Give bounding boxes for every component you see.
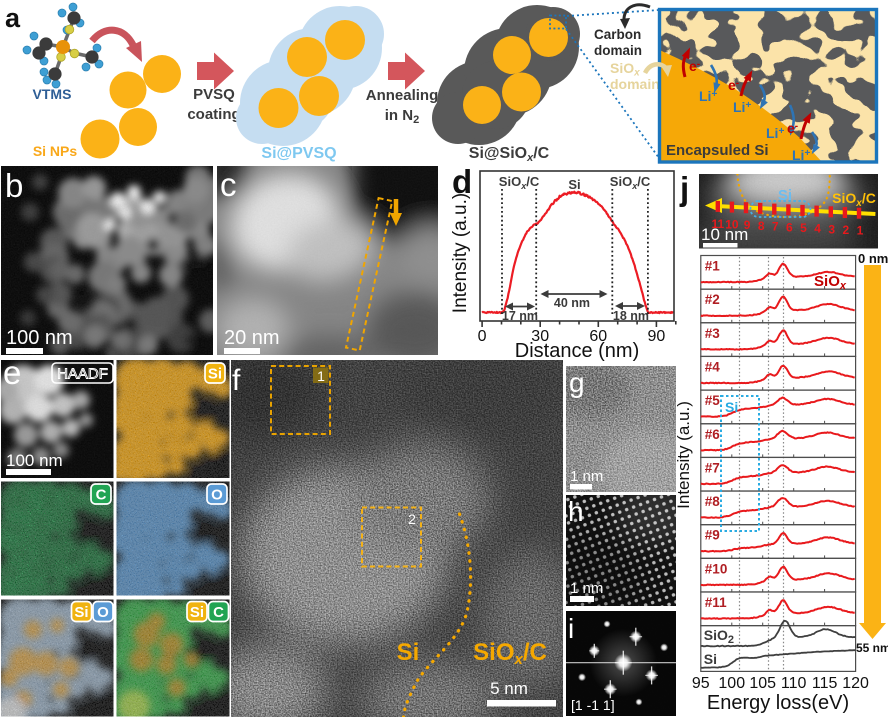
svg-text:SiOx/C: SiOx/C [610, 174, 651, 191]
svg-text:Si: Si [190, 604, 204, 621]
svg-text:18 nm: 18 nm [613, 309, 649, 323]
svg-text:e: e [3, 354, 21, 391]
svg-text:#9: #9 [705, 528, 720, 543]
svg-text:3: 3 [828, 222, 835, 236]
svg-text:e-: e- [787, 120, 798, 136]
svg-text:0 nm: 0 nm [858, 251, 888, 266]
svg-text:10: 10 [725, 218, 739, 232]
svg-text:Si@PVSQ: Si@PVSQ [261, 145, 336, 162]
svg-text:#4: #4 [705, 359, 721, 374]
svg-text:c: c [220, 166, 237, 203]
svg-text:O: O [211, 487, 223, 504]
svg-text:17 nm: 17 nm [502, 309, 538, 323]
svg-text:Carbon: Carbon [594, 27, 641, 42]
svg-text:110: 110 [781, 675, 807, 692]
svg-text:SiOx/C: SiOx/C [473, 639, 547, 668]
svg-text:7: 7 [772, 220, 779, 234]
svg-text:100 nm: 100 nm [6, 451, 63, 470]
svg-text:#1: #1 [705, 259, 721, 274]
svg-text:VTMS: VTMS [33, 86, 72, 102]
svg-text:a: a [5, 3, 21, 33]
svg-text:SiO2: SiO2 [704, 627, 734, 646]
svg-text:j: j [679, 170, 689, 207]
svg-text:SiOx: SiOx [814, 273, 847, 292]
svg-text:#10: #10 [705, 561, 728, 576]
svg-text:C: C [96, 487, 107, 504]
svg-text:h: h [568, 496, 584, 527]
svg-text:100 nm: 100 nm [6, 327, 73, 349]
svg-text:PVSQ: PVSQ [193, 86, 235, 103]
svg-text:Si: Si [74, 604, 88, 621]
svg-text:2: 2 [843, 223, 850, 237]
svg-text:40 nm: 40 nm [554, 296, 590, 310]
svg-text:f: f [232, 364, 241, 397]
svg-text:SiOx/C: SiOx/C [832, 190, 876, 209]
svg-text:Encapsuled Si: Encapsuled Si [666, 142, 769, 159]
svg-text:90: 90 [648, 328, 666, 345]
svg-text:60: 60 [589, 328, 607, 345]
svg-text:Distance (nm): Distance (nm) [515, 340, 639, 362]
svg-text:8: 8 [758, 219, 765, 233]
svg-text:120: 120 [842, 675, 869, 692]
svg-text:in N2: in N2 [385, 107, 419, 126]
svg-text:i: i [568, 613, 574, 644]
svg-text:Si: Si [778, 187, 792, 204]
svg-text:30: 30 [531, 328, 549, 345]
svg-text:e-: e- [728, 77, 739, 93]
svg-text:#5: #5 [705, 393, 721, 408]
svg-text:5 nm: 5 nm [490, 679, 528, 698]
svg-text:e-: e- [689, 58, 700, 74]
svg-text:#8: #8 [705, 494, 721, 509]
svg-text:4: 4 [814, 222, 821, 236]
svg-text:6: 6 [786, 220, 793, 234]
svg-text:#7: #7 [705, 460, 720, 475]
svg-text:Si: Si [568, 177, 580, 192]
svg-text:Si: Si [397, 639, 420, 666]
svg-text:1 nm: 1 nm [570, 580, 603, 597]
svg-text:domain: domain [610, 76, 660, 92]
svg-text:55 nm: 55 nm [856, 641, 888, 655]
svg-text:Si: Si [704, 651, 717, 667]
svg-text:HAADF: HAADF [57, 366, 108, 383]
svg-text:5: 5 [800, 221, 807, 235]
svg-text:0: 0 [478, 328, 487, 345]
svg-text:9: 9 [744, 218, 751, 232]
svg-text:Intensity (a.u.): Intensity (a.u.) [450, 193, 471, 313]
svg-text:#2: #2 [705, 292, 720, 307]
svg-text:2: 2 [408, 511, 416, 527]
svg-text:1: 1 [317, 368, 325, 384]
svg-text:100: 100 [718, 675, 745, 692]
svg-text:115: 115 [812, 675, 838, 692]
svg-text:Intensity (a.u.): Intensity (a.u.) [674, 401, 693, 509]
svg-text:1: 1 [857, 224, 864, 238]
svg-text:C: C [213, 604, 224, 621]
svg-text:SiOx/C: SiOx/C [499, 174, 540, 191]
svg-text:domain: domain [594, 43, 642, 58]
svg-text:O: O [97, 604, 109, 621]
svg-text:coating: coating [187, 106, 240, 123]
svg-text:Si: Si [208, 366, 222, 383]
svg-text:Si@SiOx/C: Si@SiOx/C [469, 145, 550, 164]
svg-text:b: b [5, 167, 23, 204]
svg-text:11: 11 [711, 217, 724, 231]
svg-text:SiOx: SiOx [610, 60, 640, 79]
svg-text:10 nm: 10 nm [701, 225, 748, 244]
svg-text:20 nm: 20 nm [224, 327, 280, 349]
svg-text:Si NPs: Si NPs [33, 143, 78, 159]
svg-text:Energy loss(eV): Energy loss(eV) [707, 692, 849, 714]
svg-text:g: g [569, 367, 585, 398]
svg-text:105: 105 [749, 675, 776, 692]
svg-text:#3: #3 [705, 326, 721, 341]
svg-text:95: 95 [692, 675, 710, 692]
svg-text:#11: #11 [705, 595, 727, 610]
svg-text:[1 -1 1]: [1 -1 1] [571, 697, 615, 713]
svg-text:1 nm: 1 nm [570, 468, 603, 485]
svg-text:Annealing: Annealing [366, 87, 439, 104]
svg-text:Si: Si [725, 399, 738, 415]
svg-text:d: d [452, 163, 472, 200]
svg-text:#6: #6 [705, 427, 721, 442]
